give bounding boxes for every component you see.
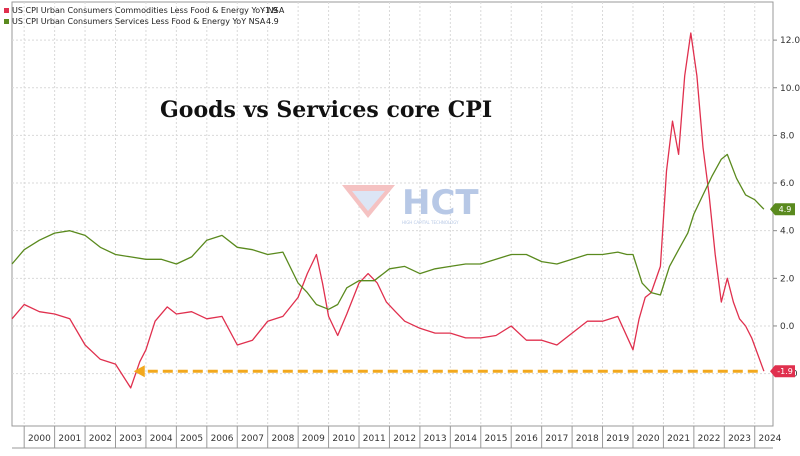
y-tick-label: 10.0 <box>780 84 800 94</box>
x-tick-label: 2010 <box>332 434 355 444</box>
x-tick-label: 2004 <box>150 434 173 444</box>
legend-label-services: US CPI Urban Consumers Services Less Foo… <box>12 17 266 26</box>
series-layer <box>11 32 765 389</box>
y-tick-label: 8.0 <box>780 131 795 141</box>
x-tick-label: 2011 <box>363 434 386 444</box>
legend-swatch-goods <box>4 8 9 13</box>
badge-goods-value: -1.9 <box>777 367 793 376</box>
x-tick-label: 2000 <box>28 434 51 444</box>
y-tick-label: 0.0 <box>780 322 795 332</box>
x-tick-label: 2014 <box>454 434 477 444</box>
x-tick-label: 2008 <box>271 434 294 444</box>
legend-swatch-services <box>4 19 9 24</box>
x-tick-label: 2019 <box>606 434 629 444</box>
x-tick-label: 2001 <box>58 434 81 444</box>
x-tick-label: 2021 <box>667 434 690 444</box>
y-tick-label: 4.0 <box>780 227 795 237</box>
x-tick-label: 2012 <box>393 434 416 444</box>
x-tick-label: 2006 <box>211 434 234 444</box>
watermark-text: HCT <box>402 183 479 223</box>
annotation-layer <box>133 365 758 378</box>
badge-services-value: 4.9 <box>779 205 792 214</box>
x-tick-label: 2018 <box>576 434 599 444</box>
legend-value-services: 4.9 <box>266 17 279 26</box>
watermark-subtext: HIGH CAPITAL TECHNOLOGY <box>402 220 459 225</box>
x-tick-label: 2007 <box>241 434 264 444</box>
x-tick-label: 2020 <box>637 434 660 444</box>
plot-area <box>11 1 774 427</box>
y-tick-label: 12.0 <box>780 36 800 46</box>
badge-services <box>770 203 795 216</box>
chart-title: Goods vs Services core CPI <box>160 97 492 123</box>
x-tick-label: 2009 <box>302 434 325 444</box>
x-tick-label: 2013 <box>424 434 447 444</box>
x-tick-label: 2015 <box>485 434 508 444</box>
x-tick-label: 2016 <box>515 434 538 444</box>
watermark-logo-inner-icon <box>352 191 385 211</box>
x-tick-label: 2024 <box>759 434 782 444</box>
legend-value-goods: -1.9 <box>262 6 278 15</box>
x-tick-label: 2003 <box>119 434 142 444</box>
arrow-head-icon <box>133 365 145 378</box>
y-tick-label: 6.0 <box>780 179 795 189</box>
x-tick-label: 2023 <box>728 434 751 444</box>
x-tick-label: 2022 <box>698 434 721 444</box>
value-badges: -1.9 4.9 <box>770 203 795 378</box>
x-tick-label: 2005 <box>180 434 203 444</box>
x-tick-label: 2017 <box>545 434 568 444</box>
x-tick-label: 2002 <box>89 434 112 444</box>
legend-label-goods: US CPI Urban Consumers Commodities Less … <box>12 6 285 15</box>
y-tick-label: 2.0 <box>780 274 795 284</box>
badge-goods <box>770 365 795 378</box>
series-line-goods <box>11 32 765 389</box>
watermark: HCT HIGH CAPITAL TECHNOLOGY <box>342 183 479 225</box>
series-line-services <box>11 153 765 310</box>
legend: US CPI Urban Consumers Commodities Less … <box>4 6 285 26</box>
x-axis: 2000 2001 2002 2003 2004 2005 2006 2007 2008 2009… <box>12 426 782 449</box>
